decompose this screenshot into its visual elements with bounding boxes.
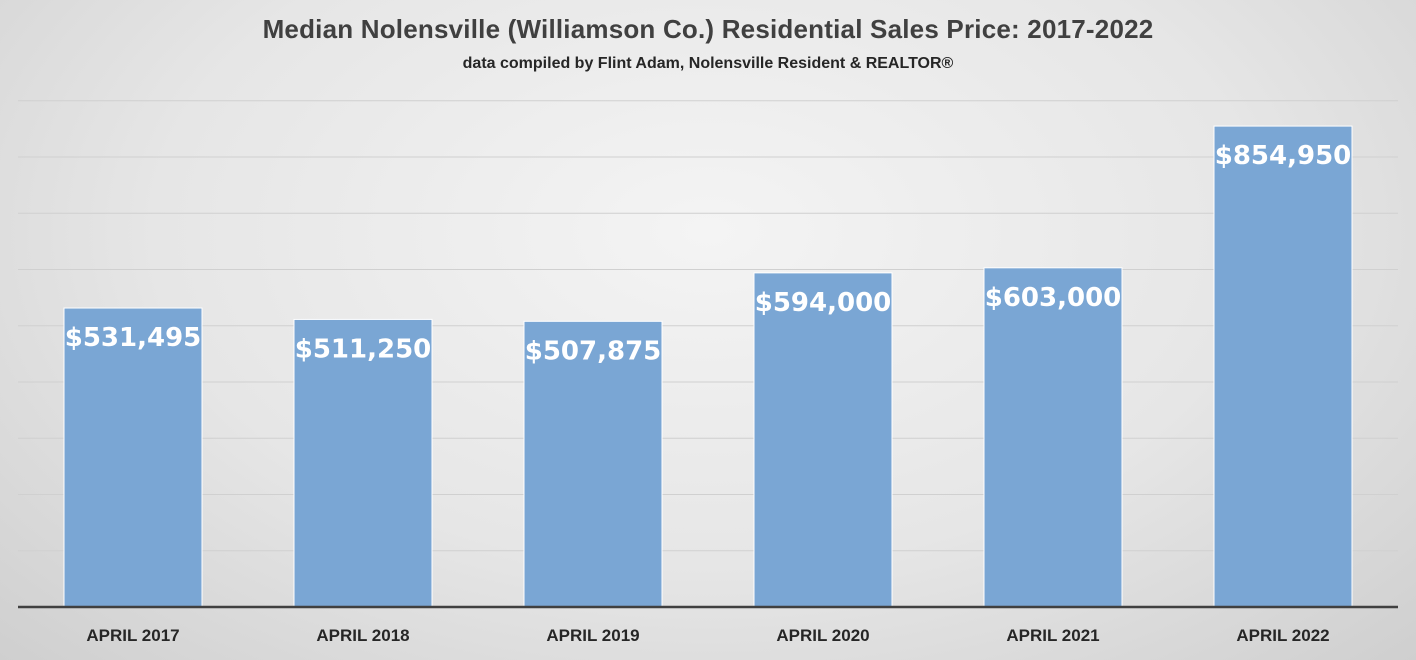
chart-title: Median Nolensville (Williamson Co.) Resi… [262,14,1154,44]
category-label: APRIL 2021 [1006,626,1099,645]
bar-data-label: $854,950 [1215,141,1352,171]
category-label: APRIL 2019 [546,626,639,645]
category-label: APRIL 2020 [776,626,869,645]
bar [63,307,203,608]
bars [63,125,1353,608]
bar-data-label: $511,250 [295,334,432,364]
bar [523,320,663,608]
category-label: APRIL 2022 [1236,626,1329,645]
category-label: APRIL 2017 [86,626,179,645]
bar-data-label: $594,000 [755,288,892,318]
bar [293,318,433,608]
category-labels: APRIL 2017 APRIL 2018 APRIL 2019 APRIL 2020… [86,626,1329,645]
bar-data-label: $603,000 [985,283,1122,313]
category-label: APRIL 2018 [316,626,409,645]
bar [983,267,1123,608]
chart-subtitle: data compiled by Flint Adam, Nolensville… [462,55,954,72]
bar [1213,125,1353,608]
bar-data-labels: $531,495 $511,250 $507,875 $594,000 $603,000… [65,141,1352,366]
bar-data-label: $507,875 [525,336,662,366]
bar [753,272,893,608]
bar-data-label: $531,495 [65,323,202,353]
gridlines [18,100,1398,552]
